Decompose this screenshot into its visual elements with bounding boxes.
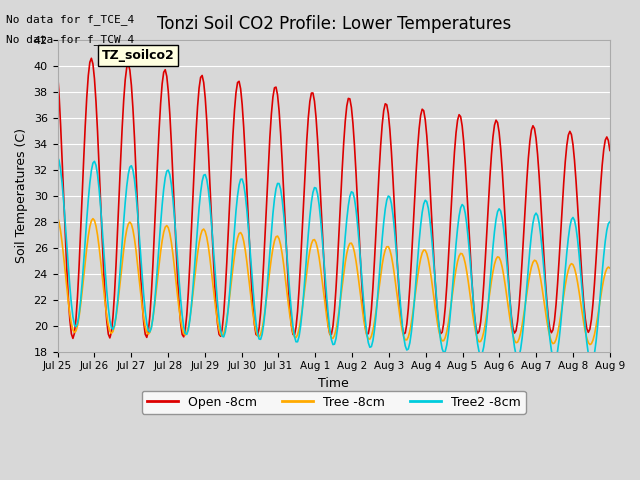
Tree2 -8cm (54, 154, 61, 160)
Line: Tree -8cm: Tree -8cm (58, 217, 610, 345)
Text: TZ_soilco2: TZ_soilco2 (102, 49, 175, 62)
Tree2 -8cm (237, 177, 244, 182)
Open -8cm (249, 304, 257, 310)
Open -8cm (579, 278, 586, 284)
Title: Tonzi Soil CO2 Profile: Lower Temperatures: Tonzi Soil CO2 Profile: Lower Temperatur… (157, 15, 511, 33)
Open -8cm (88, 55, 95, 61)
Tree2 -8cm (295, 334, 303, 339)
Tree -8cm (54, 214, 61, 220)
Legend: Open -8cm, Tree -8cm, Tree2 -8cm: Open -8cm, Tree -8cm, Tree2 -8cm (141, 391, 526, 414)
Tree2 -8cm (246, 245, 253, 251)
Tree -8cm (606, 265, 614, 271)
Y-axis label: Soil Temperatures (C): Soil Temperatures (C) (15, 128, 28, 264)
Open -8cm (606, 147, 614, 153)
Tree -8cm (575, 289, 583, 295)
Open -8cm (298, 228, 306, 234)
Open -8cm (221, 288, 229, 294)
Tree2 -8cm (218, 333, 226, 339)
Open -8cm (69, 336, 77, 341)
Text: No data for f_TCE_4: No data for f_TCE_4 (6, 14, 134, 25)
Tree -8cm (295, 326, 303, 332)
Tree2 -8cm (606, 219, 614, 225)
Open -8cm (54, 69, 61, 75)
Tree -8cm (122, 235, 129, 241)
Tree -8cm (218, 333, 226, 339)
Tree -8cm (246, 285, 253, 290)
Tree2 -8cm (575, 252, 583, 258)
Tree2 -8cm (122, 199, 129, 205)
Open -8cm (240, 124, 248, 130)
Tree -8cm (586, 342, 594, 348)
X-axis label: Time: Time (318, 377, 349, 390)
Line: Tree2 -8cm: Tree2 -8cm (58, 157, 610, 363)
Line: Open -8cm: Open -8cm (58, 58, 610, 338)
Tree2 -8cm (588, 360, 595, 366)
Open -8cm (124, 61, 132, 67)
Text: No data for f_TCW_4: No data for f_TCW_4 (6, 34, 134, 45)
Tree -8cm (237, 229, 244, 235)
